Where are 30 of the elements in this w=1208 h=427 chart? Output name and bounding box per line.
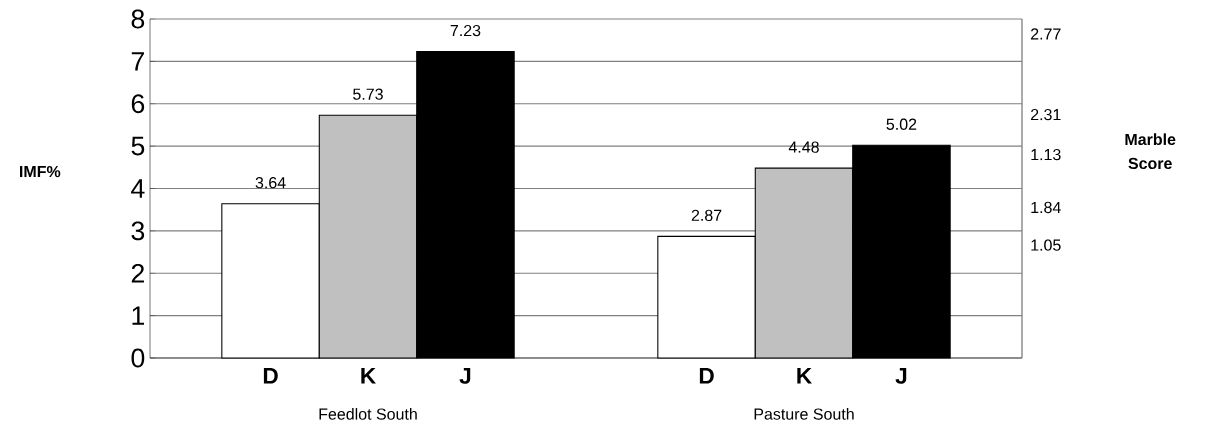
data-label: 3.64	[255, 177, 286, 189]
y-tick-label: 2	[131, 263, 144, 283]
y-tick-label: 4	[131, 179, 145, 198]
text: 1.13	[1031, 148, 1061, 161]
series-label: J	[459, 368, 471, 384]
x-tick-label: Feedlot South	[319, 408, 417, 420]
data-label: 2.87	[691, 209, 722, 221]
data-label: 5.02	[886, 118, 917, 130]
y-tick-label: 0	[131, 348, 145, 368]
y-tick-label: 1	[132, 306, 144, 325]
text: 2.31	[1030, 108, 1061, 121]
text: Marble Score	[1125, 133, 1176, 170]
data-label: 7.23	[450, 24, 481, 37]
y-tick-label: 8	[131, 9, 145, 29]
y-tick-label: 3	[131, 221, 145, 241]
x-tick-label: Pasture South	[754, 408, 854, 420]
text: 2.77	[1030, 28, 1061, 40]
data-label: 4.48	[788, 141, 819, 153]
series-label: D	[263, 368, 278, 384]
y-tick-label: 7	[131, 52, 144, 71]
text: J	[895, 368, 907, 384]
text: D	[699, 368, 714, 384]
y-tick-label: 6	[131, 94, 145, 114]
data-label: 5.73	[353, 88, 383, 100]
text: 1.05	[1031, 239, 1061, 251]
text: K	[797, 368, 812, 384]
text: 1.84	[1031, 201, 1061, 214]
series-label: K	[361, 368, 376, 384]
y-tick-label: 5	[131, 136, 145, 156]
y-axis-title: IMF%	[20, 165, 61, 178]
